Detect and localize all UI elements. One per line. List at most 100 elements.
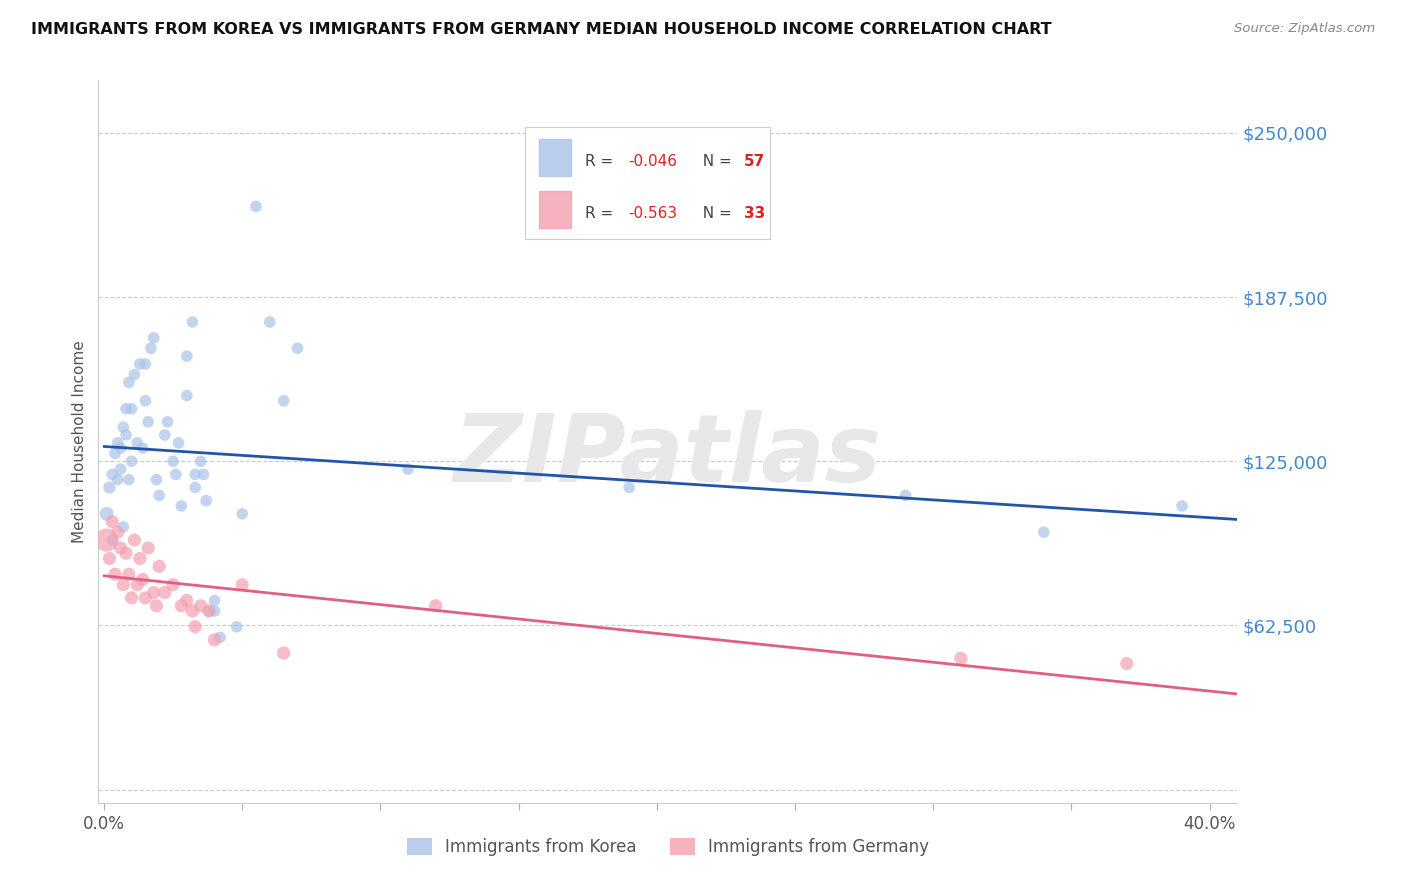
Point [101, 515, 124, 529]
Point [112, 578, 135, 592]
Bar [538, 191, 571, 228]
Point [134, 393, 156, 408]
Point [124, 533, 146, 547]
Point [195, 493, 218, 508]
Text: ZIPatlas: ZIPatlas [454, 410, 882, 502]
Point [273, 393, 295, 408]
Point [148, 559, 170, 574]
Text: N =: N = [693, 153, 737, 169]
Point [259, 315, 281, 329]
Point [101, 533, 124, 547]
Point [112, 420, 135, 434]
Point [115, 546, 138, 560]
Point [949, 651, 972, 665]
Text: R =: R = [585, 153, 617, 169]
Point [110, 541, 132, 555]
Text: IMMIGRANTS FROM KOREA VS IMMIGRANTS FROM GERMANY MEDIAN HOUSEHOLD INCOME CORRELA: IMMIGRANTS FROM KOREA VS IMMIGRANTS FROM… [31, 22, 1052, 37]
Text: -0.046: -0.046 [628, 153, 678, 169]
Point [287, 341, 309, 355]
Text: 57: 57 [744, 153, 765, 169]
Point [176, 349, 198, 363]
Point [162, 578, 184, 592]
Point [209, 630, 232, 644]
Point [156, 415, 179, 429]
Point [118, 473, 141, 487]
Point [190, 599, 212, 613]
Point [110, 462, 132, 476]
Point [131, 441, 153, 455]
Y-axis label: Median Household Income: Median Household Income [72, 340, 87, 543]
Point [1171, 499, 1194, 513]
Point [127, 435, 149, 450]
FancyBboxPatch shape [526, 128, 770, 239]
Legend: Immigrants from Korea, Immigrants from Germany: Immigrants from Korea, Immigrants from G… [399, 831, 936, 863]
Bar [538, 139, 571, 177]
Point [128, 357, 150, 371]
Point [118, 376, 141, 390]
Point [184, 481, 207, 495]
Point [115, 401, 138, 416]
Point [96, 507, 118, 521]
Point [153, 428, 176, 442]
Point [198, 604, 221, 618]
Point [112, 520, 135, 534]
Point [101, 467, 124, 482]
Text: R =: R = [585, 206, 617, 221]
Point [617, 481, 640, 495]
Point [131, 573, 153, 587]
Point [107, 525, 129, 540]
Point [104, 446, 127, 460]
Point [231, 578, 253, 592]
Point [193, 467, 215, 482]
Point [104, 567, 127, 582]
Point [115, 428, 138, 442]
Text: 33: 33 [744, 206, 765, 221]
Point [231, 507, 253, 521]
Point [145, 599, 167, 613]
Point [124, 368, 146, 382]
Point [118, 567, 141, 582]
Point [225, 620, 247, 634]
Point [181, 604, 204, 618]
Point [170, 499, 193, 513]
Point [145, 473, 167, 487]
Point [134, 591, 156, 605]
Point [198, 604, 221, 618]
Point [1032, 525, 1054, 540]
Point [396, 462, 419, 476]
Point [98, 551, 121, 566]
Point [121, 591, 143, 605]
Point [184, 620, 207, 634]
Point [121, 454, 143, 468]
Point [153, 585, 176, 599]
Point [181, 315, 204, 329]
Point [136, 415, 159, 429]
Point [204, 593, 226, 607]
Point [894, 488, 917, 502]
Point [204, 604, 226, 618]
Point [1115, 657, 1137, 671]
Point [134, 357, 156, 371]
Point [165, 467, 187, 482]
Point [128, 551, 150, 566]
Text: N =: N = [693, 206, 737, 221]
Point [184, 467, 207, 482]
Point [170, 599, 193, 613]
Point [139, 341, 162, 355]
Point [176, 593, 198, 607]
Point [107, 435, 129, 450]
Point [142, 331, 165, 345]
Text: -0.563: -0.563 [628, 206, 678, 221]
Point [110, 441, 132, 455]
Point [273, 646, 295, 660]
Point [96, 533, 118, 547]
Point [148, 488, 170, 502]
Point [121, 401, 143, 416]
Point [107, 473, 129, 487]
Point [127, 578, 149, 592]
Point [204, 632, 226, 647]
Text: Source: ZipAtlas.com: Source: ZipAtlas.com [1234, 22, 1375, 36]
Point [190, 454, 212, 468]
Point [176, 388, 198, 402]
Point [425, 599, 447, 613]
